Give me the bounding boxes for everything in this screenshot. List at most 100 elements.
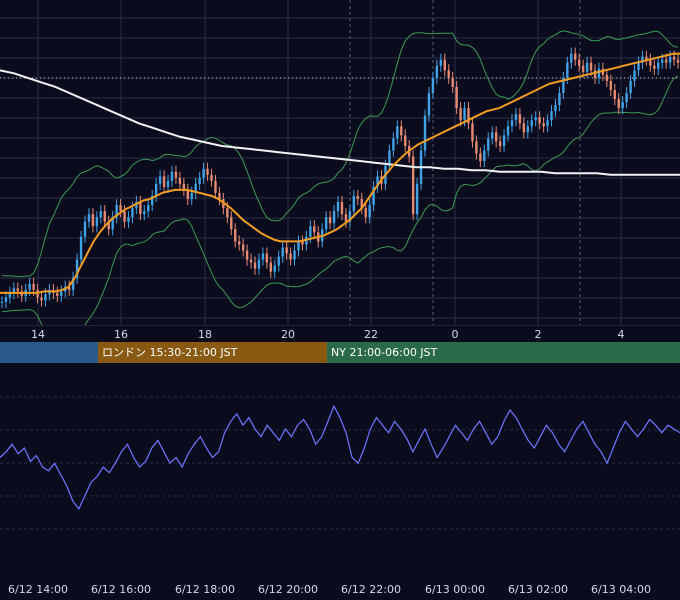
candle-body (166, 180, 170, 187)
candle-body (162, 176, 166, 187)
candle-body (71, 277, 75, 290)
candle-body (139, 202, 142, 215)
candle-body (653, 65, 656, 69)
candle-body (273, 265, 276, 272)
candle-body (143, 211, 146, 215)
candle-body (265, 253, 269, 263)
candle-body (392, 138, 395, 151)
candle-body (439, 59, 443, 66)
candle-body (226, 208, 229, 218)
candle-body (589, 62, 593, 71)
candle-body (570, 53, 573, 63)
candle-body (364, 208, 367, 218)
candle-body (75, 259, 79, 278)
x-tick-label: 14 (31, 328, 45, 341)
candle-body (605, 74, 609, 81)
candle-body (293, 250, 296, 260)
oscillator-chart (0, 396, 680, 530)
candle-body (455, 86, 458, 109)
main-time-axis: 14 16 18 20 22 0 2 4 (0, 325, 680, 341)
candle-body (431, 77, 435, 93)
candle-body (645, 56, 648, 60)
candle-body (613, 89, 616, 100)
candle-body (198, 177, 201, 184)
candle-body (249, 259, 253, 263)
candle-body (297, 241, 300, 251)
candle-body (518, 114, 522, 124)
candle-body (522, 123, 526, 133)
candle-body (597, 68, 601, 78)
candle-body (234, 229, 237, 242)
candle-body (538, 117, 541, 124)
candle-body (510, 120, 514, 127)
candle-body (550, 111, 553, 121)
candle-body (542, 123, 545, 127)
candle-body (281, 247, 284, 257)
date-time-axis: 6/12 14:00 6/12 16:00 6/12 18:00 6/12 20:00… (8, 583, 651, 596)
candle-body (376, 176, 379, 187)
candle-body (202, 168, 205, 178)
x-tick-label: 20 (281, 328, 295, 341)
candle-body (301, 241, 304, 245)
candle-body (309, 226, 312, 237)
candle-body (332, 211, 336, 224)
candle-body (158, 176, 162, 184)
candle-body (388, 150, 391, 166)
candle-body (111, 217, 114, 230)
candle-body (40, 297, 43, 301)
candle-body (257, 259, 261, 269)
candle-body (289, 253, 292, 260)
candle-body (676, 59, 680, 63)
date-tick-label: 6/12 20:00 (258, 583, 318, 596)
candle-body (581, 65, 585, 72)
candle-body (400, 126, 403, 136)
candle-body (99, 211, 103, 218)
candle-body (269, 262, 273, 272)
candle-body (530, 120, 533, 127)
candle-body (87, 214, 91, 222)
candle-body (218, 192, 221, 199)
candle-body (186, 189, 189, 199)
candle-body (558, 93, 561, 106)
candle-body (498, 141, 502, 146)
candle-body (637, 62, 640, 71)
date-tick-label: 6/12 14:00 (8, 583, 68, 596)
candle-body (585, 62, 589, 72)
candle-body (190, 192, 193, 199)
candle-body (285, 247, 288, 254)
candle-body (336, 202, 340, 212)
candle-body (672, 56, 676, 60)
candle-body (443, 59, 446, 71)
candle-body (526, 126, 529, 133)
candle-body (8, 292, 12, 298)
candle-body (423, 115, 427, 151)
candle-body (609, 80, 613, 90)
candle-body (151, 195, 154, 206)
date-tick-label: 6/12 16:00 (91, 583, 151, 596)
candle-body (475, 141, 478, 154)
oscillator-line (0, 404, 680, 510)
candle-body (356, 195, 359, 199)
x-tick-label: 18 (198, 328, 212, 341)
candle-body (479, 153, 482, 162)
candle-body (214, 180, 217, 193)
candle-body (32, 283, 35, 290)
candle-body (447, 70, 450, 78)
candle-body (617, 99, 620, 109)
candle-body (4, 297, 8, 302)
candle-body (147, 205, 150, 212)
candle-body (230, 217, 233, 230)
candle-body (554, 105, 557, 112)
candle-body (368, 205, 371, 218)
candle-body (0, 301, 4, 303)
candle-body (79, 236, 83, 260)
candle-body (44, 294, 47, 301)
candle-body (135, 202, 138, 209)
candle-body (577, 59, 581, 66)
candle-body (664, 59, 668, 63)
candle-body (91, 214, 95, 227)
candle-body (83, 221, 87, 237)
candle-body (237, 241, 241, 245)
candle-body (415, 183, 419, 215)
